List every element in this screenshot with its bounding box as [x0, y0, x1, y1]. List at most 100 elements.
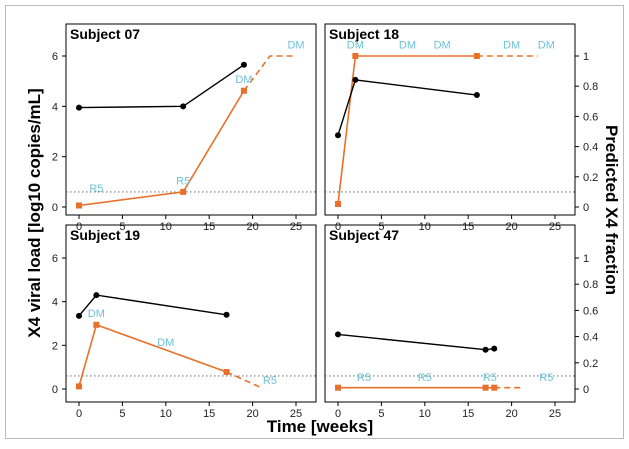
panel-3-ytick-label-6: 6: [52, 253, 58, 265]
panel-3-xtick-label-5: 5: [119, 408, 125, 420]
panel-2-title: Subject 18: [329, 26, 399, 42]
panel-4-ytick-right-label-1: 1: [583, 253, 589, 265]
panel-3-viral-load-point: [93, 292, 100, 299]
panel-4-viral-load-point: [335, 331, 341, 338]
panel-1-viral-load-point: [180, 103, 187, 110]
panel-2-xtick-label-25: 25: [549, 221, 561, 233]
panel-4-xtick-label-15: 15: [462, 408, 474, 420]
y-axis-label-left: X4 viral load [log10 copies/mL]: [25, 88, 44, 337]
panel-1-frame: [65, 23, 317, 216]
panel-3-annotation: R5: [263, 375, 277, 387]
panel-2-ytick-right-label-1: 1: [583, 51, 589, 63]
panel-3-xtick-label-10: 10: [160, 408, 172, 420]
panel-2-ytick-right-label-0.8: 0.8: [583, 81, 598, 93]
panel-4-xtick-label-20: 20: [505, 408, 517, 420]
panel-4-frame: [324, 224, 576, 403]
panel-3-xtick-label-15: 15: [203, 408, 215, 420]
panel-1-xtick-label-25: 25: [290, 221, 302, 233]
panel-2-viral-load-point: [473, 92, 480, 99]
panel-2-ytick-right-label-0.4: 0.4: [583, 142, 598, 154]
panel-1-annotation: DM: [287, 39, 304, 51]
panel-3-x4-fraction-line: [78, 323, 227, 387]
panel-2-viral-load-point: [352, 76, 359, 83]
panel-2-x4-fraction-point: [473, 53, 480, 59]
panel-2-xtick-label-0: 0: [335, 221, 341, 233]
panel-1-viral-load-point: [240, 61, 247, 68]
panel-1-xtick-label-20: 20: [246, 221, 258, 233]
panel-2-ytick-right-label-0.2: 0.2: [583, 172, 598, 184]
panel-2-viral-load-line: [337, 79, 477, 136]
panel-2-xtick-label-10: 10: [419, 221, 431, 233]
panel-3-annotation: DM: [157, 337, 174, 349]
panel-1-ytick-label-0: 0: [52, 202, 58, 214]
panel-3-xtick-label-20: 20: [246, 408, 258, 420]
panel-2-annotation: DM: [538, 39, 555, 51]
panel-4-viral-load-point: [491, 345, 498, 352]
panel-1-xtick-label-10: 10: [160, 221, 172, 233]
panel-1-ytick-label-4: 4: [52, 101, 58, 113]
panel-1-x4-fraction-point: [76, 202, 82, 209]
panel-3-frame: [65, 224, 317, 403]
panel-3-x4-fraction-dashed: [226, 371, 262, 389]
panel-3-x4-fraction-point: [76, 383, 82, 390]
panel-4-annotation: R5: [483, 372, 497, 384]
panel-1-xtick-label-15: 15: [203, 221, 215, 233]
panel-3-xtick-label-0: 0: [76, 408, 82, 420]
panel-2-xtick-label-5: 5: [378, 221, 384, 233]
panel-4-annotation: R5: [357, 372, 371, 384]
panel-1-x4-fraction-point: [240, 87, 247, 94]
panel-2-viral-load-point: [335, 132, 341, 139]
figure-border: [5, 5, 624, 439]
panel-2-annotation: DM: [434, 39, 451, 51]
panel-2-ytick-right-label-0.6: 0.6: [583, 111, 598, 123]
panel-1-ytick-label-2: 2: [52, 152, 58, 164]
panel-4-ytick-right-label-0.8: 0.8: [583, 279, 598, 291]
panel-4-x4-fraction-point: [482, 384, 489, 391]
panel-4-xtick-label-25: 25: [549, 408, 561, 420]
panel-4-viral-load-line: [337, 333, 495, 351]
panel-3-ytick-label-2: 2: [52, 340, 58, 352]
panel-3-title: Subject 19: [70, 227, 140, 243]
panel-2-xtick-label-20: 20: [505, 221, 517, 233]
panel-4-annotation: R5: [539, 372, 553, 384]
x-axis-label: Time [weeks]: [267, 417, 373, 436]
panel-1-x4-fraction-point: [180, 188, 187, 195]
panel-2-x4-fraction-point: [335, 200, 341, 207]
panel-1-xtick-label-0: 0: [76, 221, 82, 233]
panel-3-ytick-label-4: 4: [52, 297, 58, 309]
panel-4-ytick-right-label-0.4: 0.4: [583, 332, 598, 344]
panel-4-ytick-right-label-0.2: 0.2: [583, 358, 598, 370]
panel-1-viral-load-line: [78, 64, 245, 109]
panel-3-ytick-label-0: 0: [52, 384, 58, 396]
panel-4-x4-fraction-point: [491, 384, 498, 391]
panel-1-annotation: R5: [176, 175, 190, 187]
panel-2-annotation: DM: [503, 39, 520, 51]
panel-4-xtick-label-5: 5: [378, 408, 384, 420]
panel-2-frame: [324, 23, 576, 216]
panel-1-annotation: DM: [235, 74, 252, 86]
panel-2-xtick-label-15: 15: [462, 221, 474, 233]
panel-2-x4-fraction-line: [337, 55, 477, 205]
panel-3-x4-fraction-point: [93, 321, 100, 328]
panel-2-ytick-right-label-0: 0: [583, 202, 589, 214]
panel-4-xtick-label-0: 0: [335, 408, 341, 420]
panel-1-title: Subject 07: [70, 26, 140, 42]
panel-4-viral-load-point: [482, 346, 489, 353]
panel-4-x4-fraction-point: [335, 384, 341, 391]
panel-1-xtick-label-5: 5: [119, 221, 125, 233]
panel-2-x4-fraction-point: [352, 53, 359, 59]
panel-3-viral-load-point: [76, 312, 82, 319]
y-axis-label-right: Predicted X4 fraction: [602, 125, 621, 295]
panel-4-title: Subject 47: [329, 227, 399, 243]
panel-1-ytick-label-6: 6: [52, 51, 58, 63]
panel-2-annotation: DM: [399, 39, 416, 51]
panel-4-ytick-right-label-0.6: 0.6: [583, 305, 598, 317]
panel-1-x4-fraction-dashed: [243, 55, 296, 92]
panel-4-annotation: R5: [418, 372, 432, 384]
panel-1-annotation: R5: [89, 183, 103, 195]
panel-3-viral-load-point: [223, 311, 230, 318]
panel-3-xtick-label-25: 25: [290, 408, 302, 420]
panel-3-x4-fraction-point: [223, 368, 230, 375]
